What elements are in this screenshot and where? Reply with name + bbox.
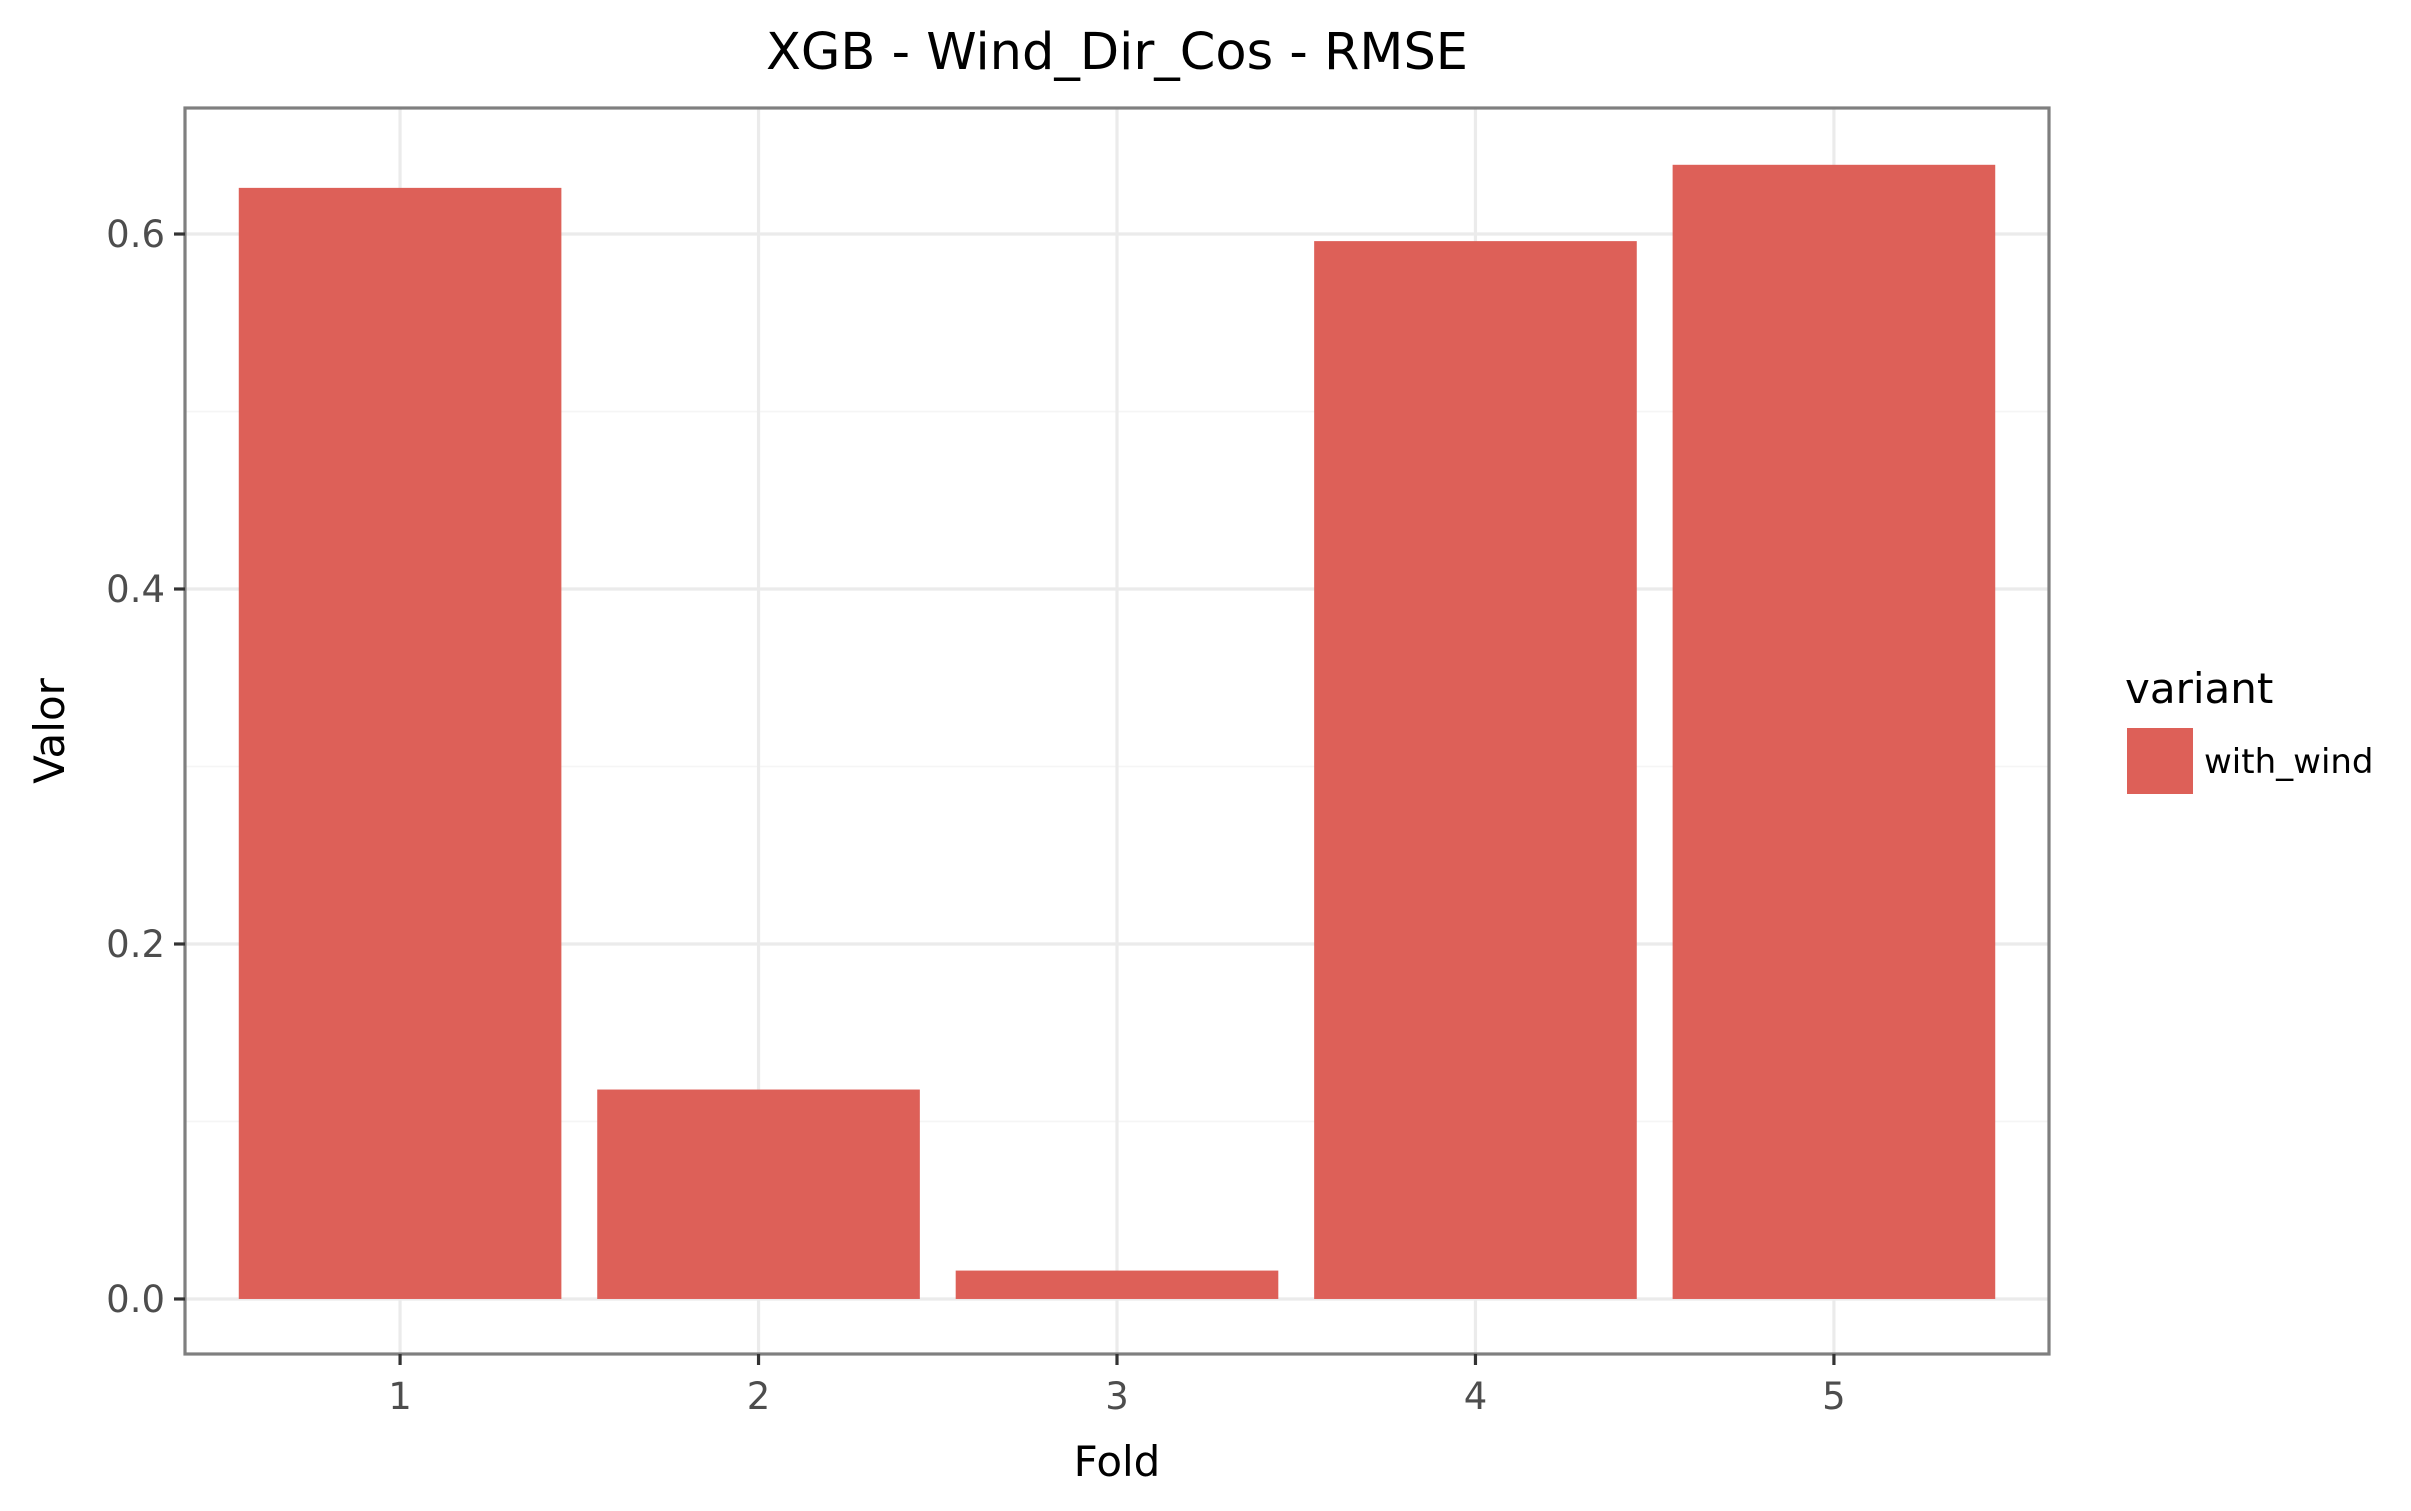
bar-fold-2: [597, 1089, 920, 1299]
bar-fold-1: [238, 187, 562, 1299]
bars-layer: [238, 164, 1996, 1299]
x-axis: 1 2 3 4 5: [388, 1354, 1846, 1418]
y-tick-label: 0.4: [106, 568, 165, 611]
legend-swatch-with-wind: [2127, 728, 2193, 794]
y-axis-title: Valor: [25, 677, 74, 784]
y-tick-label: 0.2: [106, 923, 165, 966]
y-tick-label: 0.6: [106, 213, 165, 256]
x-tick-label: 1: [388, 1375, 412, 1418]
chart-title: XGB - Wind_Dir_Cos - RMSE: [766, 23, 1468, 82]
y-axis: 0.0 0.2 0.4 0.6: [106, 213, 185, 1321]
x-tick-label: 2: [747, 1375, 771, 1418]
legend-label-with-wind: with_wind: [2204, 742, 2374, 782]
y-tick-label: 0.0: [106, 1278, 165, 1321]
x-tick-label: 5: [1822, 1375, 1846, 1418]
bar-fold-5: [1672, 164, 1996, 1299]
x-axis-title: Fold: [1074, 1437, 1161, 1486]
x-tick-label: 4: [1464, 1375, 1488, 1418]
legend-title: variant: [2125, 664, 2273, 713]
x-tick-label: 3: [1105, 1375, 1129, 1418]
bar-fold-4: [1314, 241, 1637, 1299]
legend: variant with_wind: [2125, 664, 2374, 794]
bar-fold-3: [955, 1270, 1279, 1299]
